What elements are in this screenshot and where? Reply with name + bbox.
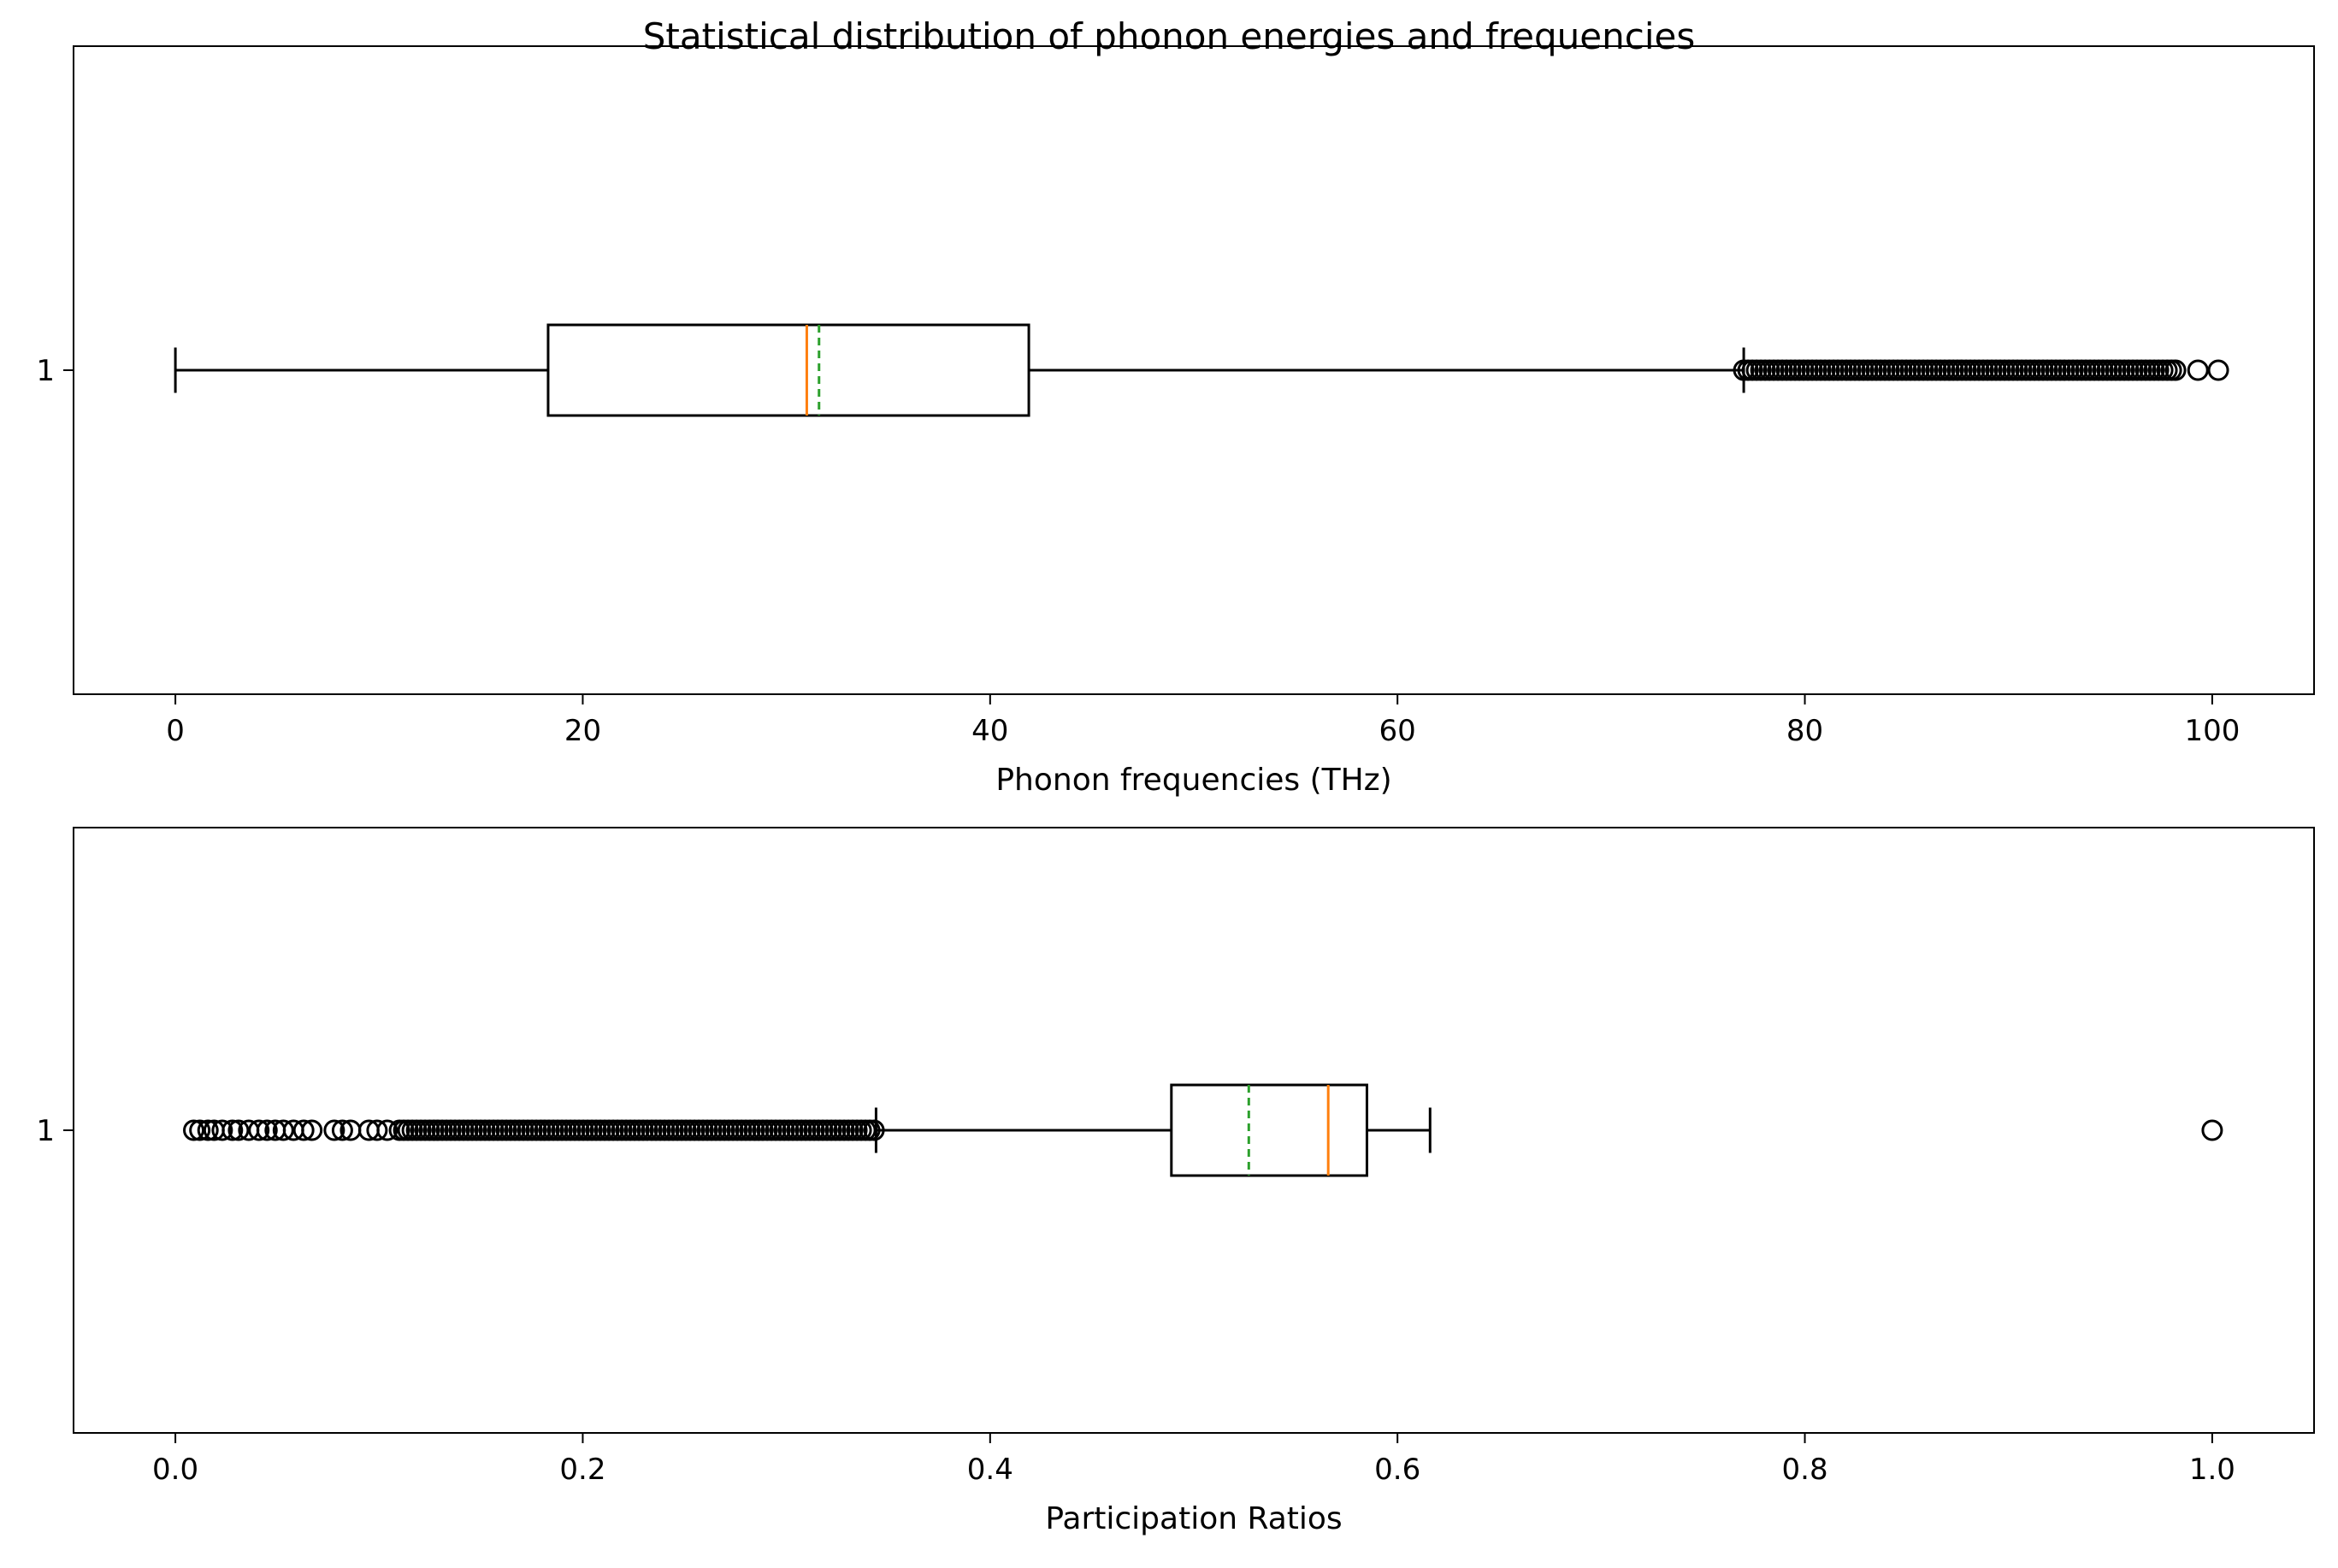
outlier-point — [227, 1119, 250, 1141]
outlier-point — [2187, 359, 2209, 381]
outliers — [183, 1119, 2223, 1141]
x-tick-label: 80 — [1786, 714, 1823, 748]
x-tick-label: 0.6 — [1374, 1453, 1420, 1487]
x-tick-label: 20 — [564, 714, 601, 748]
x-tick-label: 0.4 — [967, 1453, 1013, 1487]
x-tick-label: 100 — [2184, 714, 2240, 748]
outlier-point — [272, 1119, 294, 1141]
outlier-point — [248, 1119, 270, 1141]
x-tick-label: 0.8 — [1782, 1453, 1828, 1487]
outlier-point — [863, 1119, 885, 1141]
subplot-1: 0 20 40 60 80 100 1 Phonon frequencies (THz) — [36, 45, 2315, 798]
outlier-point — [221, 1119, 244, 1141]
outlier-point — [366, 1119, 388, 1141]
outlier-point — [256, 1119, 278, 1141]
x-tick-label: 40 — [971, 714, 1008, 748]
outlier-point — [2207, 359, 2229, 381]
outliers — [1733, 359, 2229, 381]
x-axis-label: Phonon frequencies (THz) — [995, 763, 1391, 798]
outlier-point — [292, 1119, 315, 1141]
outlier-point — [197, 1119, 219, 1141]
box-iqr — [1170, 1083, 1368, 1177]
x-tick-label: 0 — [166, 714, 185, 748]
outlier-point — [301, 1119, 323, 1141]
outlier-point — [376, 1119, 399, 1141]
outlier-point — [211, 1119, 233, 1141]
figure-title: Statistical distribution of phonon energ… — [642, 15, 1696, 57]
x-axis-label: Participation Ratios — [1045, 1501, 1342, 1536]
outlier-point — [183, 1119, 205, 1141]
outlier-point — [2164, 359, 2187, 381]
x-tick-label: 1.0 — [2189, 1453, 2235, 1487]
y-tick-label: 1 — [36, 1114, 55, 1148]
outlier-point — [189, 1119, 211, 1141]
x-tick-label: 0.0 — [152, 1453, 198, 1487]
x-tick-label: 0.2 — [559, 1453, 605, 1487]
x-tick-label: 60 — [1379, 714, 1416, 748]
y-tick-label: 1 — [36, 354, 55, 388]
outlier-point — [2201, 1119, 2223, 1141]
outlier-point — [323, 1119, 345, 1141]
box-iqr — [546, 323, 1030, 417]
subplot-2: 0.0 0.2 0.4 0.6 0.8 1.0 1 Participation Ratios — [36, 827, 2315, 1536]
outlier-point — [331, 1119, 353, 1141]
